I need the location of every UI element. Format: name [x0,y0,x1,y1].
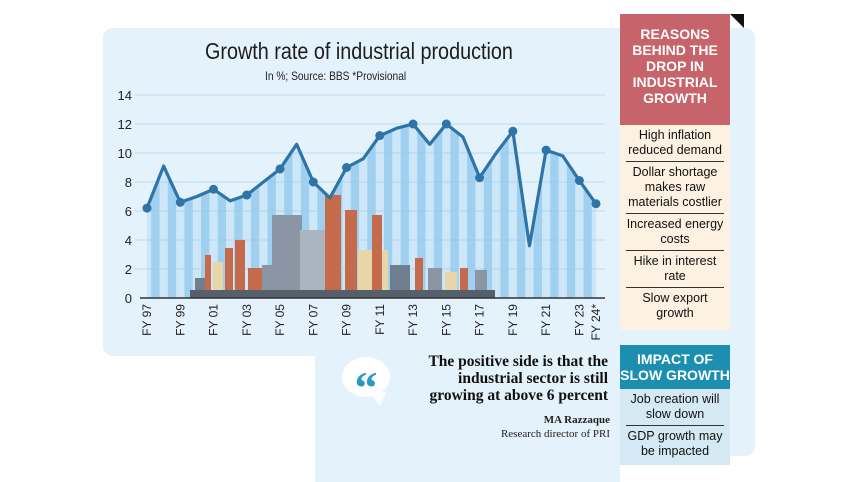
quote-mark-icon: “ [342,357,390,413]
quote-author-role: Research director of PRI [500,428,610,440]
data-point [242,190,252,200]
x-tick-label: FY 17 [473,304,487,336]
reasons-list: High inflation reduced demand Dollar sho… [620,125,730,330]
area-stripe [450,127,459,298]
factory-illustration [205,255,211,298]
impact-item: Job creation will slow down [626,389,724,426]
impact-heading: IMPACT OF SLOW GROWTH [620,345,730,389]
area-stripe [467,147,476,298]
x-tick-label: FY 21 [539,304,553,336]
y-tick-label: 10 [118,146,132,161]
reason-item: Hike in interest rate [626,251,724,288]
reason-item: Dollar shortage makes raw materials cost… [626,162,724,214]
x-tick-label: FY 97 [140,304,154,336]
factory-illustration [272,215,302,298]
area-stripe [500,136,509,298]
data-point [209,184,219,194]
y-tick-label: 8 [125,175,132,190]
x-tick-label: FY 01 [207,304,221,336]
factory-illustration [390,265,410,298]
data-point [541,145,551,155]
data-point [375,131,385,141]
chart-title: Growth rate of industrial production [205,38,513,64]
x-tick-label: FY 09 [340,304,354,336]
factory-illustration [460,268,468,298]
area-stripe [517,159,526,298]
y-tick-label: 12 [118,117,132,132]
data-point [574,176,584,186]
data-point [408,119,418,129]
y-tick-label: 6 [125,204,132,219]
corner-fold-icon [730,14,744,28]
factory-illustration [190,290,495,298]
x-tick-label: FY 19 [506,304,520,336]
area-stripe [483,159,493,298]
reason-item: Slow export growth [642,291,708,320]
data-point [508,126,518,136]
factory-illustration [372,215,382,298]
x-tick-label: FY 03 [240,304,254,336]
area-stripe [167,175,177,298]
factory-illustration [235,240,245,298]
data-point [591,199,601,209]
impact-list: Job creation will slow down GDP growth m… [620,389,730,465]
factory-illustration [262,265,272,298]
x-tick-label: FY 05 [273,304,287,336]
area-stripe [550,151,559,298]
data-point [275,164,285,174]
chart-subtitle: In %; Source: BBS *Provisional [265,69,407,83]
area-stripe [184,197,193,298]
series-line [145,122,598,248]
data-point [441,119,451,129]
reasons-heading: Reasons behind the drop in industrial gr… [620,14,730,125]
factory-illustration [345,210,357,298]
area-stripe [533,174,542,298]
y-tick-label: 0 [125,291,132,306]
data-point [308,177,318,187]
factory-illustration [300,230,325,298]
area-stripe [400,125,409,299]
y-tick-label: 2 [125,262,132,277]
factory-illustration [225,248,233,298]
data-point [475,173,485,183]
data-point [342,163,352,172]
data-point [175,197,185,207]
quote-text: The positive side is that the industrial… [428,353,608,404]
area-stripe [151,176,160,298]
x-tick-label: FY 23 [572,304,586,336]
factory-illustration [325,195,341,298]
x-tick-label: FY 11 [373,304,387,335]
x-tick-label: FY 07 [306,304,320,336]
area-stripe [417,129,426,298]
reason-item: Increased energy costs [626,214,724,251]
quote-author: MA Razzaque [543,414,610,426]
data-point [142,203,152,213]
area-stripe [433,129,443,298]
impact-item: GDP growth may be impacted [627,429,723,458]
reason-item: High inflation reduced demand [626,125,724,162]
y-tick-label: 14 [118,88,132,103]
factory-illustration [415,258,423,298]
x-tick-label: FY 24* [589,304,603,341]
y-tick-label: 4 [125,233,132,248]
x-tick-label: FY 13 [406,304,420,336]
x-tick-label: FY 99 [173,304,187,336]
area-stripe [566,162,576,298]
factory-illustration [213,262,223,298]
area-stripe [583,186,592,298]
x-tick-label: FY 15 [439,304,453,336]
quote-bubble-tail [370,392,386,406]
